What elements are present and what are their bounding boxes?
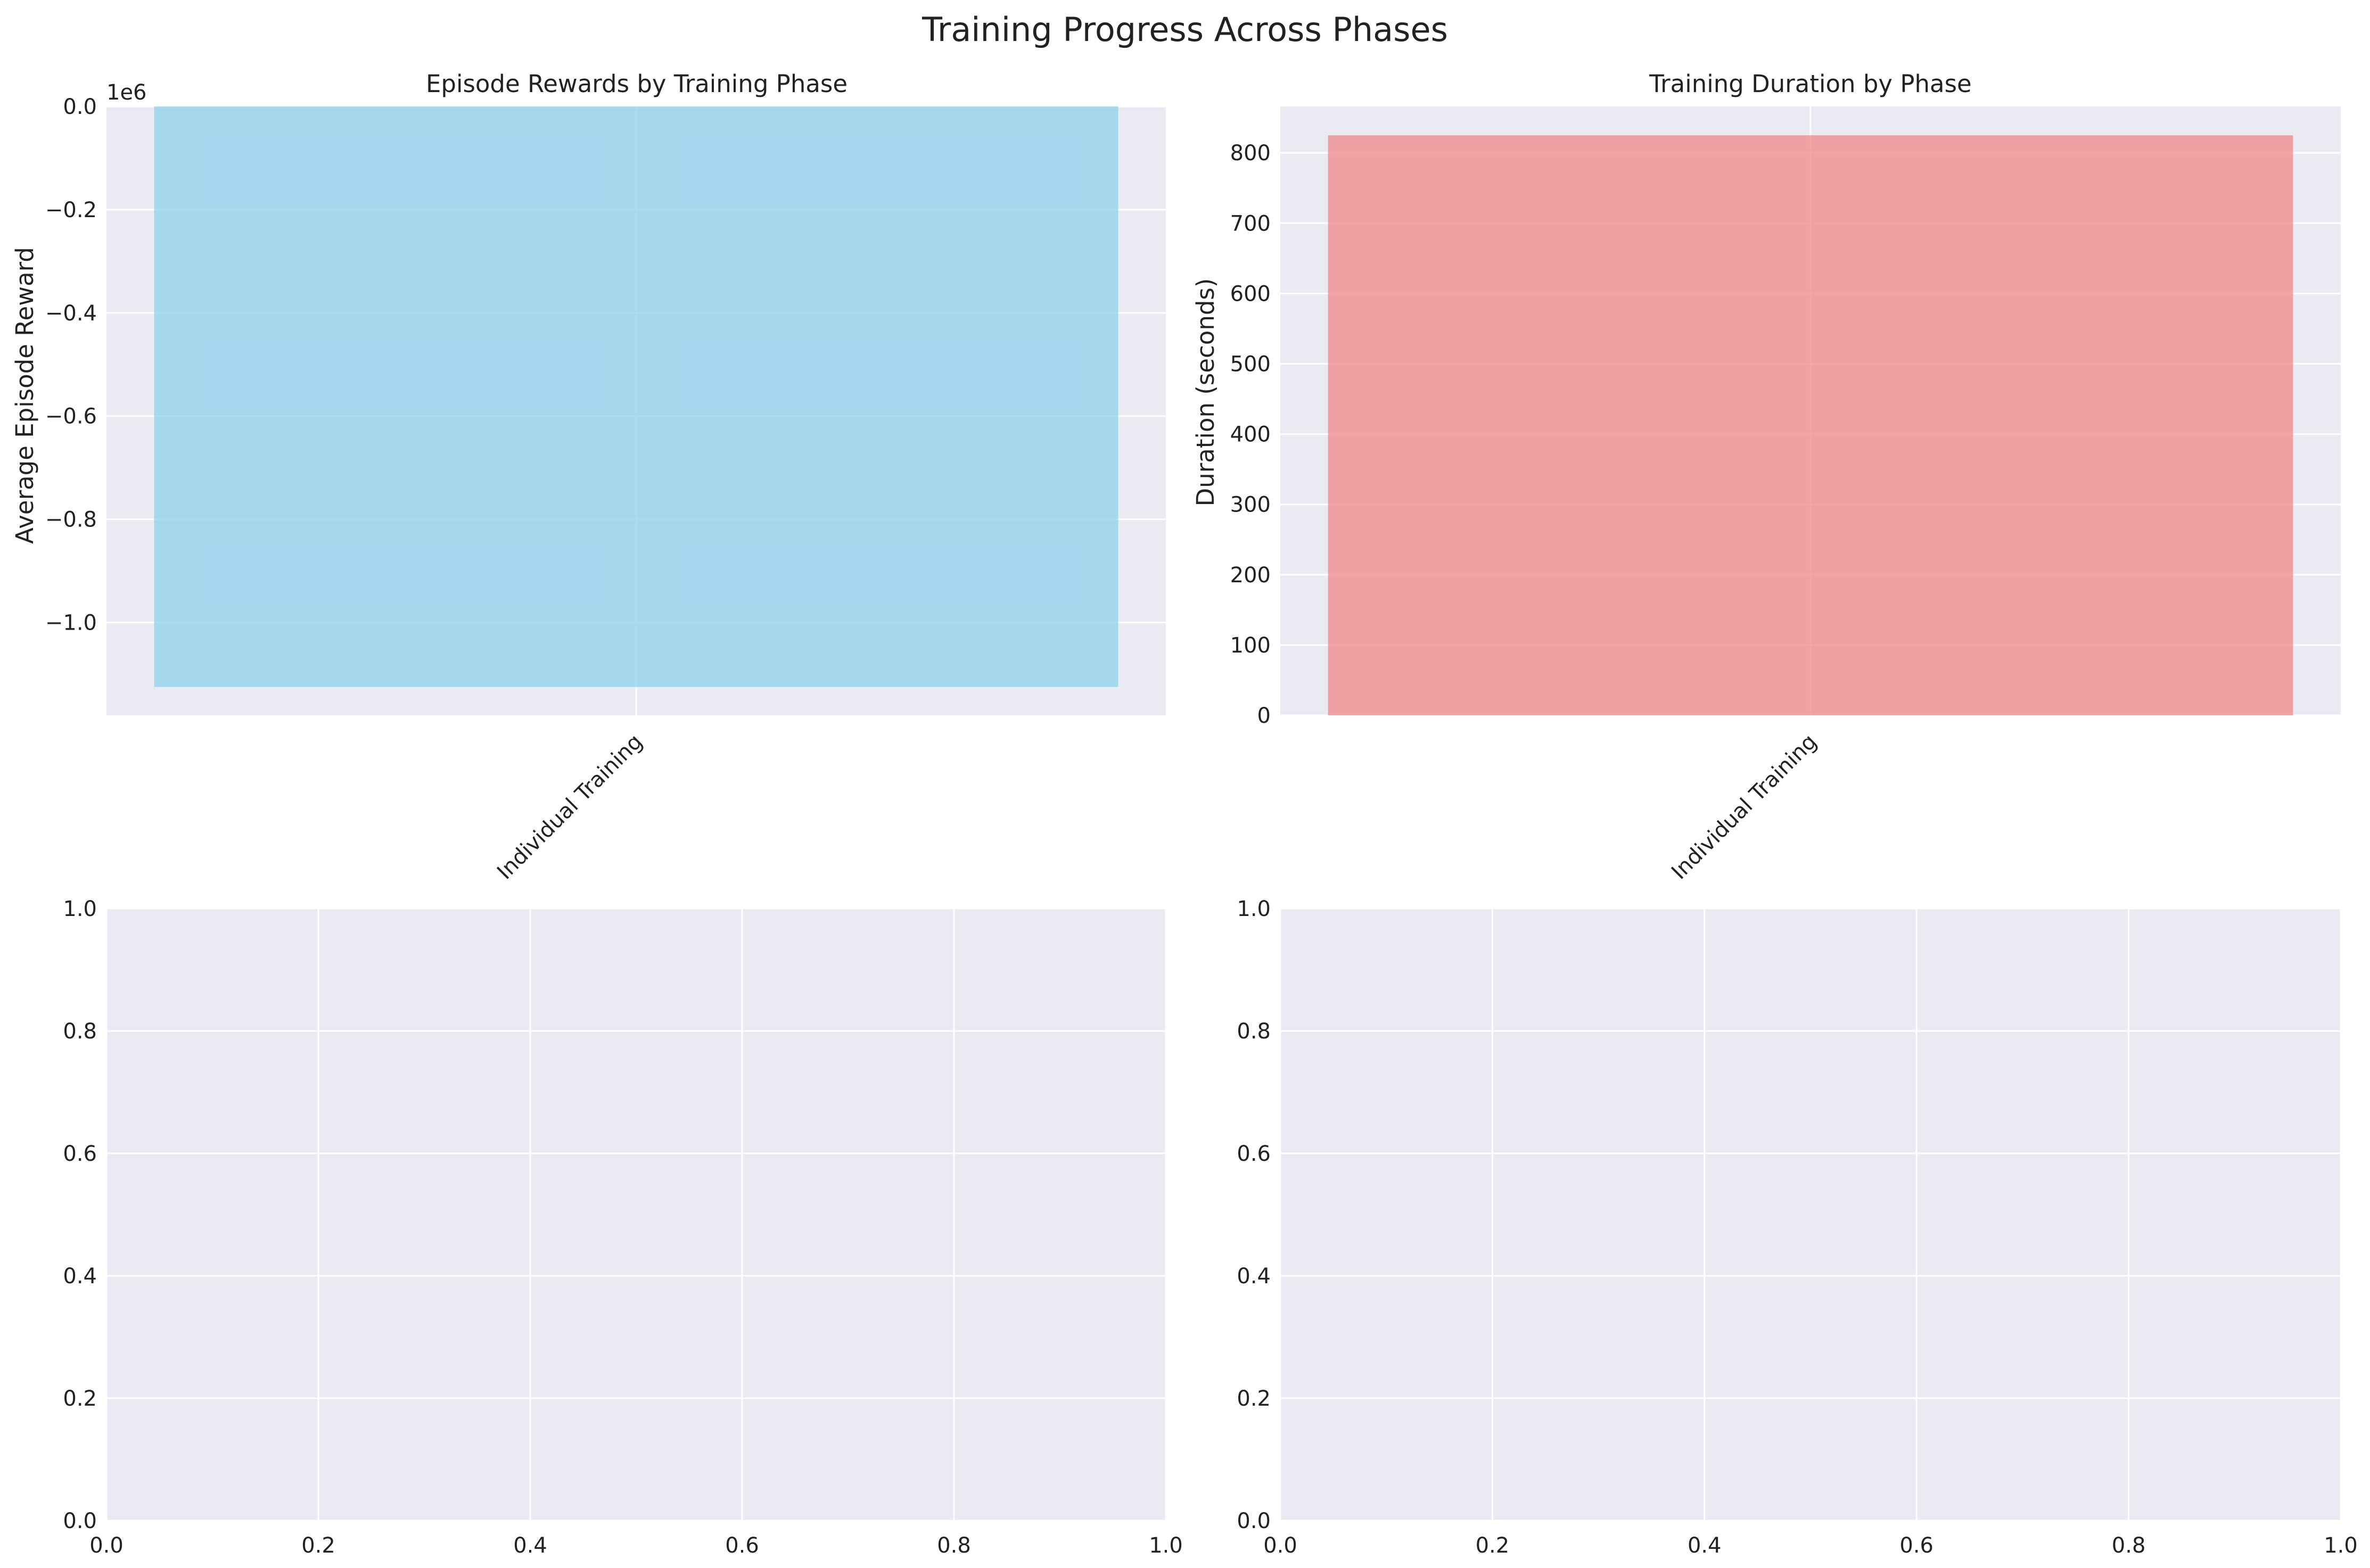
rewards-y-tick-label: −1.0 [45, 610, 97, 635]
rewards-y-tick-label: −0.8 [45, 508, 97, 532]
empty-bl-x-tick-label: 0.6 [725, 1533, 759, 1558]
duration-y-tick-label: 0 [1257, 704, 1271, 728]
empty-bl-x-tick-label: 0.4 [513, 1533, 547, 1558]
rewards-y-tick-label: −0.4 [45, 301, 97, 326]
empty-bl-x-tick-label: 0.8 [937, 1533, 971, 1558]
duration-y-tick-label: 700 [1230, 211, 1271, 236]
empty-bl-x-tick-label: 0.0 [89, 1533, 124, 1558]
empty-br-y-tick-label: 0.6 [1237, 1142, 1271, 1166]
empty-br-x-tick-label: 1.0 [2324, 1533, 2358, 1558]
empty-bl-y-tick-label: 0.2 [63, 1387, 97, 1411]
rewards-y-offset-label: 1e6 [106, 80, 147, 105]
empty-bl-y-tick-label: 0.6 [63, 1142, 97, 1166]
rewards-y-tick-label: −0.6 [45, 405, 97, 429]
rewards-bar [154, 106, 1118, 687]
empty-br-x-tick-label: 0.0 [1263, 1533, 1297, 1558]
empty-br-x-tick-label: 0.8 [2112, 1533, 2146, 1558]
duration-y-tick-label: 600 [1230, 282, 1271, 306]
empty-br-y-tick-label: 0.8 [1237, 1019, 1271, 1044]
duration-y-tick-label: 300 [1230, 493, 1271, 517]
empty-bl-y-tick-label: 0.4 [63, 1264, 97, 1289]
duration-y-tick-label: 800 [1230, 141, 1271, 166]
rewards-subplot: Episode Rewards by Training Phase Averag… [11, 70, 1166, 884]
empty-bl-x-tick-label: 1.0 [1149, 1533, 1183, 1558]
empty-bl-y-tick-label: 0.0 [63, 1509, 97, 1533]
duration-bar [1328, 135, 2293, 716]
duration-y-tick-label: 200 [1230, 563, 1271, 588]
empty-bl-y-tick-label: 1.0 [63, 897, 97, 921]
rewards-y-tick-label: 0.0 [63, 95, 97, 119]
empty-br-x-tick-label: 0.2 [1476, 1533, 1510, 1558]
empty-bl-x-tick-label: 0.2 [301, 1533, 335, 1558]
rewards-y-axis-label: Average Episode Reward [11, 247, 39, 544]
empty-br-y-tick-label: 0.2 [1237, 1387, 1271, 1411]
duration-y-tick-label: 400 [1230, 423, 1271, 447]
duration-subplot: Training Duration by Phase Duration (sec… [1191, 70, 2341, 884]
empty-bl-plot-area [106, 909, 1166, 1521]
rewards-y-tick-label: −0.2 [45, 198, 97, 222]
rewards-subplot-title: Episode Rewards by Training Phase [426, 70, 847, 98]
empty-subplot-bottom-left: 0.0 0.2 0.4 0.6 0.8 1.0 0.0 0.2 0.4 0.6 0.8 1.0 [63, 897, 1182, 1558]
figure-title: Training Progress Across Phases [921, 10, 1448, 49]
empty-br-y-tick-label: 0.4 [1237, 1264, 1271, 1289]
empty-br-plot-area [1280, 909, 2341, 1521]
empty-br-y-tick-label: 0.0 [1237, 1509, 1271, 1533]
duration-subplot-title: Training Duration by Phase [1649, 70, 1971, 98]
duration-y-tick-label: 100 [1230, 633, 1271, 658]
empty-br-x-tick-label: 0.6 [1899, 1533, 1933, 1558]
empty-bl-y-tick-label: 0.8 [63, 1019, 97, 1044]
empty-br-x-tick-label: 0.4 [1688, 1533, 1722, 1558]
duration-y-axis-label: Duration (seconds) [1191, 278, 1220, 507]
duration-y-tick-label: 500 [1230, 352, 1271, 376]
empty-subplot-bottom-right: 0.0 0.2 0.4 0.6 0.8 1.0 0.0 0.2 0.4 0.6 0.8 1.0 [1237, 897, 2357, 1558]
empty-br-y-tick-label: 1.0 [1237, 897, 1271, 921]
